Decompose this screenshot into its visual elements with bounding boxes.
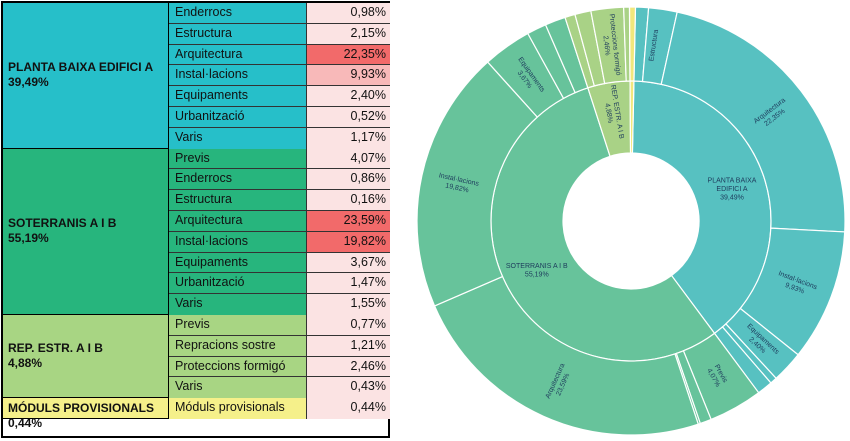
group-label-cell: REP. ESTR. A I B 4,88% [3,315,169,398]
inner-slice-label: PLANTA BAIXA [708,178,757,185]
percent-cell: 0,86% [306,169,390,191]
outer-slice-label: Estructura [648,29,660,62]
category-cell: Proteccions formigó [169,356,306,378]
category-cell: Móduls provisionals [169,398,306,419]
percent-cell: 0,52% [306,107,390,128]
percent-cell: 0,43% [306,377,390,399]
category-cell: Instal·lacions [169,231,306,253]
percent-cell: 0,16% [306,190,390,211]
category-cell: Varis [169,127,306,149]
table-group: REP. ESTR. A I B 4,88% Previs 0,77% Repracio… [3,315,390,399]
category-cell: Equipaments [169,252,306,274]
category-cell: Arquitectura [169,210,306,232]
sunburst-chart: EstructuraArquitectura22,35%Instal·lacio… [416,6,846,436]
group-percent: 55,19% [8,230,49,245]
inner-slice-label: 55,19% [525,271,549,278]
percent-cell: 1,55% [306,294,390,315]
percent-cell: 4,07% [306,148,390,170]
group-title: REP. ESTR. A I B [8,340,103,355]
percent-cell: 0,98% [306,3,390,24]
percent-cell: 2,15% [306,23,390,45]
group-title: MÓDULS PROVISIONALS [8,401,155,416]
table-group: MÓDULS PROVISIONALS 0,44% Móduls provision… [3,398,390,430]
category-cell: Urbanització [169,273,306,295]
percent-cell: 0,77% [306,315,390,336]
percent-cell: 22,35% [306,44,390,66]
group-label-cell: PLANTA BAIXA EDIFICI A 39,49% [3,3,169,148]
outer-slice-label: 19,82% [445,182,470,194]
percent-cell: 2,40% [306,86,390,107]
percent-cell: 1,21% [306,335,390,357]
group-percent: 39,49% [8,74,49,89]
percent-cell: 2,46% [306,356,390,378]
breakdown-table: PLANTA BAIXA EDIFICI A 39,49% Enderrocs 0,9… [1,1,390,438]
table-group: PLANTA BAIXA EDIFICI A 39,49% Enderrocs 0,9… [3,3,390,149]
donut-hole [563,153,699,289]
category-cell: Enderrocs [169,3,306,24]
category-cell: Equipaments [169,86,306,107]
outer-slice-label: 2,46% [602,35,611,56]
inner-slice-label: 4,88% [603,103,613,124]
outer-ring-segment [433,275,699,436]
inner-slice-label: 39,49% [720,195,744,202]
group-percent: 0,44% [8,416,43,431]
percent-cell: 3,67% [306,252,390,274]
category-cell: Previs [169,315,306,336]
group-label-cell: MÓDULS PROVISIONALS 0,44% [3,398,169,430]
category-cell: Repracions sostre [169,335,306,357]
group-title: PLANTA BAIXA EDIFICI A [8,59,154,74]
percent-cell: 23,59% [306,210,390,232]
category-cell: Arquitectura [169,44,306,66]
inner-slice-label: EDIFICI A [716,186,747,193]
category-cell: Varis [169,294,306,315]
percent-cell: 19,82% [306,231,390,253]
percent-cell: 9,93% [306,65,390,87]
category-cell: Previs [169,148,306,170]
group-percent: 4,88% [8,355,43,370]
group-title: SOTERRANIS A I B [8,215,117,230]
outer-ring-segment [628,6,637,82]
percent-cell: 0,44% [306,398,390,419]
inner-slice-label: SOTERRANIS A I B [506,263,568,270]
category-cell: Enderrocs [169,169,306,191]
group-label-cell: SOTERRANIS A I B 55,19% [3,148,169,314]
category-cell: Varis [169,377,306,399]
outer-ring-segment [660,11,846,233]
category-cell: Estructura [169,190,306,211]
table-group: SOTERRANIS A I B 55,19% Previs 4,07% Enderro… [3,148,390,315]
percent-cell: 1,47% [306,273,390,295]
category-cell: Estructura [169,23,306,45]
percent-cell: 1,17% [306,127,390,149]
category-cell: Instal·lacions [169,65,306,87]
category-cell: Urbanització [169,107,306,128]
